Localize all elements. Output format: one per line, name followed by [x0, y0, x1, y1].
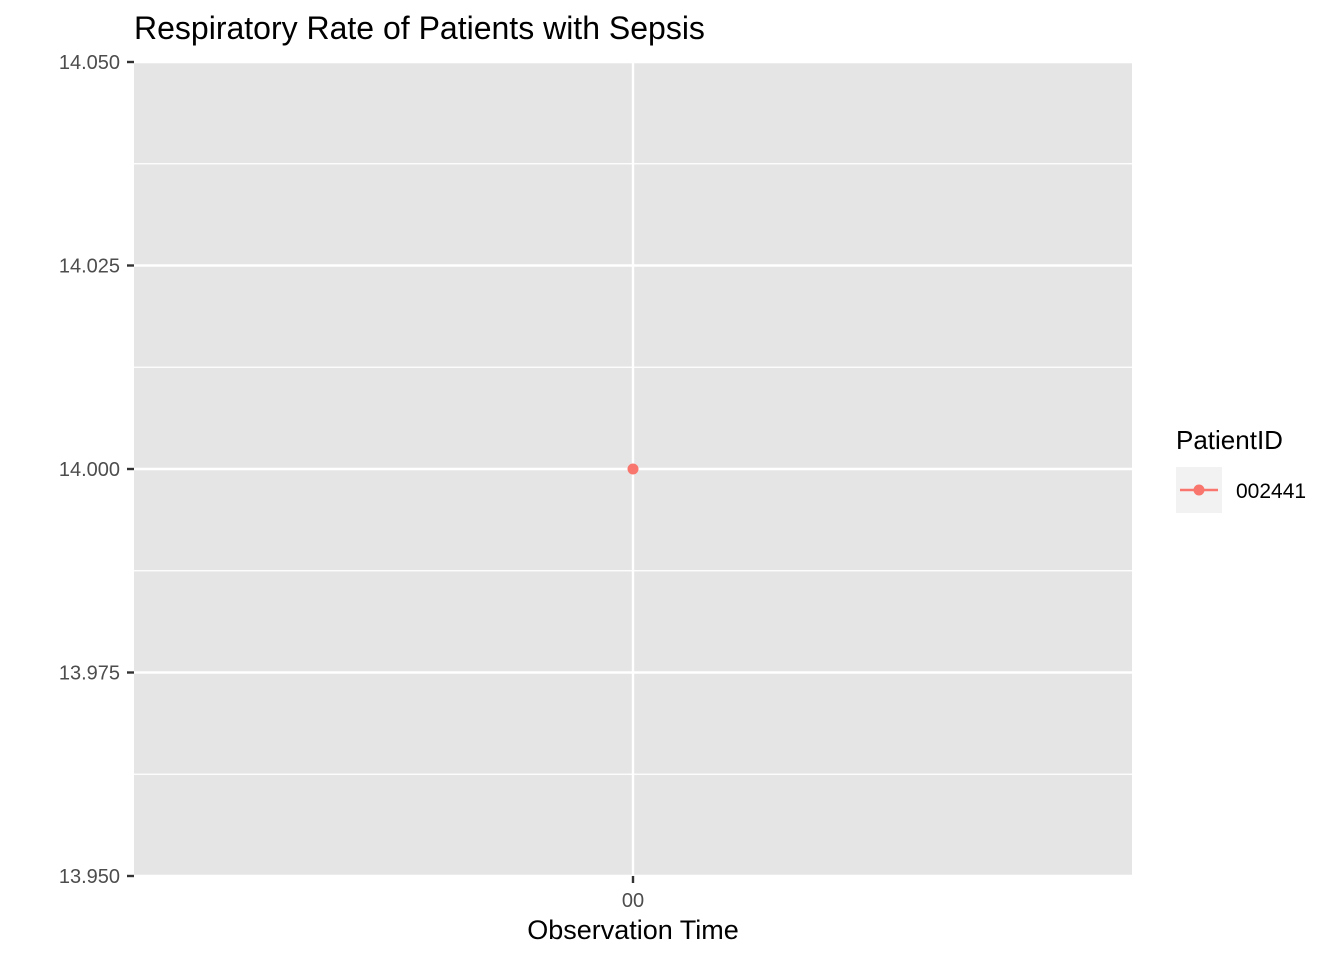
y-tick-label: 14.050 — [59, 52, 120, 74]
legend-item: 002441 — [1176, 467, 1306, 513]
legend-title: PatientID — [1176, 425, 1283, 455]
x-axis: 00 — [622, 876, 644, 912]
y-tick-label: 14.025 — [59, 256, 120, 278]
legend-items: 002441 — [1176, 467, 1306, 513]
x-tick-label: 00 — [622, 890, 644, 912]
legend: PatientID 002441 — [1176, 425, 1306, 513]
y-tick-label: 13.950 — [59, 866, 120, 888]
y-axis: 13.950 13.975 14.000 14.025 14.050 — [59, 52, 134, 888]
y-tick-label: 14.000 — [59, 459, 120, 481]
series-layer — [627, 463, 639, 475]
legend-label: 002441 — [1236, 480, 1306, 503]
y-tick-label: 13.975 — [59, 663, 120, 685]
legend-key-point — [1193, 484, 1205, 496]
data-point — [627, 463, 639, 475]
x-axis-title: Observation Time — [527, 915, 739, 945]
chart-title: Respiratory Rate of Patients with Sepsis — [134, 10, 705, 46]
